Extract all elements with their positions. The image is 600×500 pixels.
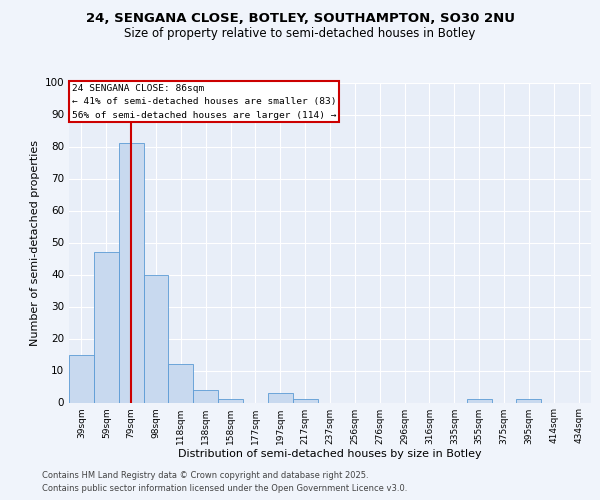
Text: 24 SENGANA CLOSE: 86sqm
← 41% of semi-detached houses are smaller (83)
56% of se: 24 SENGANA CLOSE: 86sqm ← 41% of semi-de… — [71, 84, 336, 120]
Bar — [218, 400, 243, 402]
Bar — [119, 144, 143, 402]
X-axis label: Distribution of semi-detached houses by size in Botley: Distribution of semi-detached houses by … — [178, 450, 482, 460]
Y-axis label: Number of semi-detached properties: Number of semi-detached properties — [31, 140, 40, 346]
Bar — [94, 252, 119, 402]
Bar — [268, 393, 293, 402]
Text: Contains public sector information licensed under the Open Government Licence v3: Contains public sector information licen… — [42, 484, 407, 493]
Bar — [467, 400, 491, 402]
Text: Size of property relative to semi-detached houses in Botley: Size of property relative to semi-detach… — [124, 28, 476, 40]
Bar — [69, 354, 94, 403]
Bar — [517, 400, 541, 402]
Bar — [193, 390, 218, 402]
Bar — [143, 274, 169, 402]
Bar — [293, 400, 317, 402]
Text: Contains HM Land Registry data © Crown copyright and database right 2025.: Contains HM Land Registry data © Crown c… — [42, 470, 368, 480]
Bar — [169, 364, 193, 403]
Text: 24, SENGANA CLOSE, BOTLEY, SOUTHAMPTON, SO30 2NU: 24, SENGANA CLOSE, BOTLEY, SOUTHAMPTON, … — [86, 12, 515, 26]
